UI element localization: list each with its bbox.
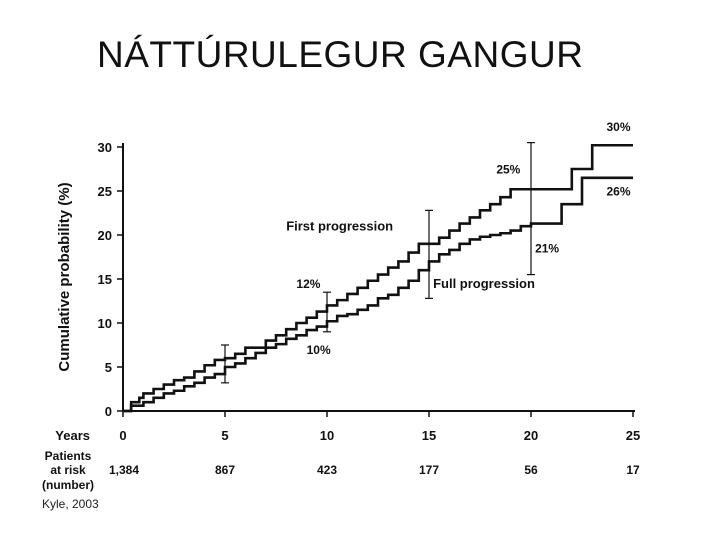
risk-table-value: 1,384 bbox=[109, 463, 139, 477]
annotations: First progression Full progression 12% 10% 2… bbox=[286, 120, 631, 357]
series-lines bbox=[123, 143, 633, 413]
risk-table-value: 177 bbox=[419, 463, 439, 477]
y-axis-title: Cumulative probability (%) bbox=[56, 182, 73, 371]
annotation-label: 25% bbox=[496, 162, 520, 176]
y-tick-label: 20 bbox=[98, 228, 112, 243]
risk-table-value: 867 bbox=[215, 463, 235, 477]
x-tick-label: 25 bbox=[626, 428, 640, 443]
y-tick-label: 10 bbox=[98, 316, 112, 331]
y-ticks: 0 5 10 15 20 25 30 bbox=[98, 140, 123, 419]
x-tick-label: 15 bbox=[422, 428, 436, 443]
annotation-label: 30% bbox=[606, 120, 630, 134]
citation: Kyle, 2003 bbox=[42, 497, 99, 511]
x-ticks: Years 0 5 10 15 20 25 bbox=[55, 411, 640, 443]
y-tick-label: 30 bbox=[98, 140, 112, 155]
risk-table-label: at risk bbox=[50, 463, 86, 477]
risk-table-value: 423 bbox=[317, 463, 337, 477]
y-tick-label: 25 bbox=[98, 184, 112, 199]
annotation-label: 12% bbox=[296, 277, 320, 291]
annotation-label: 26% bbox=[606, 184, 630, 198]
annotation-label: 21% bbox=[535, 242, 559, 256]
risk-table-label: Patients bbox=[45, 449, 92, 463]
x-tick-label: 10 bbox=[320, 428, 334, 443]
series-line-full-progression bbox=[123, 176, 633, 413]
x-axis-title: Years bbox=[55, 428, 90, 443]
annotation-label: 10% bbox=[307, 343, 331, 357]
risk-table-value: 17 bbox=[626, 463, 640, 477]
x-tick-label: 20 bbox=[524, 428, 538, 443]
y-tick-label: 5 bbox=[105, 360, 112, 375]
risk-table-label: (number) bbox=[42, 478, 94, 492]
annotation-label: First progression bbox=[286, 219, 393, 234]
risk-table-value: 56 bbox=[524, 463, 538, 477]
series-line-first-progression bbox=[123, 143, 633, 413]
y-tick-label: 15 bbox=[98, 272, 112, 287]
y-tick-label: 0 bbox=[105, 404, 112, 419]
axes: Cumulative probability (%) bbox=[56, 143, 635, 412]
x-tick-label: 5 bbox=[221, 428, 228, 443]
slide-title: NÁTTÚRULEGUR GANGUR bbox=[97, 34, 584, 75]
annotation-label: Full progression bbox=[433, 276, 535, 291]
error-bars bbox=[221, 142, 535, 384]
x-tick-label: 0 bbox=[119, 428, 126, 443]
